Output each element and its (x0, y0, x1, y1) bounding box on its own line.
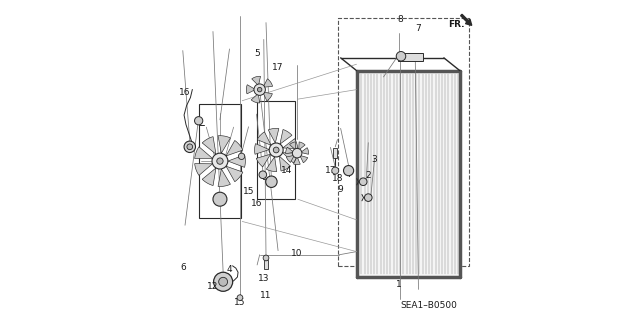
Text: 6: 6 (180, 263, 186, 272)
Polygon shape (356, 70, 460, 277)
Polygon shape (286, 155, 294, 162)
Circle shape (187, 144, 193, 150)
Polygon shape (264, 260, 268, 269)
Text: FR.: FR. (449, 20, 465, 29)
Text: 14: 14 (281, 166, 292, 175)
Polygon shape (333, 148, 337, 158)
Circle shape (219, 277, 228, 286)
Polygon shape (280, 130, 292, 144)
Polygon shape (299, 142, 305, 150)
Circle shape (266, 176, 277, 188)
Circle shape (344, 166, 354, 176)
Text: 17: 17 (273, 63, 284, 72)
Circle shape (214, 272, 233, 291)
Circle shape (213, 192, 227, 206)
Text: 13: 13 (258, 274, 269, 283)
Text: 15: 15 (243, 187, 254, 196)
Polygon shape (263, 92, 273, 101)
Polygon shape (246, 85, 255, 94)
Circle shape (364, 194, 372, 201)
Text: 12: 12 (207, 282, 219, 291)
Text: 16: 16 (179, 88, 191, 97)
Circle shape (292, 148, 302, 158)
Polygon shape (195, 147, 212, 159)
Circle shape (195, 117, 203, 125)
Text: 16: 16 (251, 199, 262, 208)
Polygon shape (218, 169, 230, 187)
Polygon shape (294, 157, 300, 165)
Polygon shape (283, 139, 298, 149)
Polygon shape (202, 168, 216, 186)
Circle shape (254, 84, 266, 95)
Polygon shape (263, 79, 273, 87)
Circle shape (332, 167, 339, 174)
Circle shape (259, 171, 267, 179)
Circle shape (269, 143, 283, 157)
Polygon shape (257, 132, 271, 145)
Text: 10: 10 (291, 249, 303, 258)
Circle shape (212, 153, 228, 169)
Text: 17: 17 (324, 166, 336, 175)
Text: 1: 1 (396, 280, 402, 289)
Polygon shape (226, 166, 243, 182)
Polygon shape (228, 155, 245, 167)
Circle shape (360, 178, 367, 186)
Polygon shape (268, 128, 279, 143)
Polygon shape (283, 153, 298, 163)
Circle shape (184, 141, 195, 152)
Circle shape (263, 255, 269, 261)
Circle shape (273, 147, 279, 153)
Text: SEA1–B0500: SEA1–B0500 (400, 301, 457, 310)
Polygon shape (301, 148, 308, 154)
Polygon shape (266, 157, 276, 172)
Polygon shape (280, 156, 291, 171)
Polygon shape (255, 144, 269, 154)
Text: 9: 9 (338, 185, 344, 194)
Text: 7: 7 (415, 24, 421, 33)
Polygon shape (251, 93, 260, 103)
Text: 18: 18 (332, 174, 343, 183)
Polygon shape (300, 155, 308, 163)
Circle shape (238, 153, 244, 160)
Polygon shape (289, 142, 296, 150)
Circle shape (237, 295, 243, 300)
Circle shape (257, 87, 262, 92)
Text: 15: 15 (234, 298, 246, 307)
Polygon shape (398, 53, 423, 61)
Polygon shape (226, 140, 243, 156)
Text: 11: 11 (260, 291, 272, 300)
Circle shape (396, 51, 406, 61)
Text: 5: 5 (254, 48, 260, 58)
Text: 2: 2 (365, 171, 371, 180)
Text: 8: 8 (397, 15, 403, 24)
Polygon shape (195, 164, 212, 175)
Circle shape (217, 158, 223, 164)
Polygon shape (218, 136, 230, 153)
Polygon shape (252, 76, 260, 86)
Text: 4: 4 (227, 264, 232, 274)
Text: 3: 3 (372, 155, 378, 164)
Polygon shape (285, 147, 294, 154)
FancyArrow shape (461, 14, 472, 26)
Polygon shape (202, 137, 216, 154)
Polygon shape (256, 154, 271, 167)
